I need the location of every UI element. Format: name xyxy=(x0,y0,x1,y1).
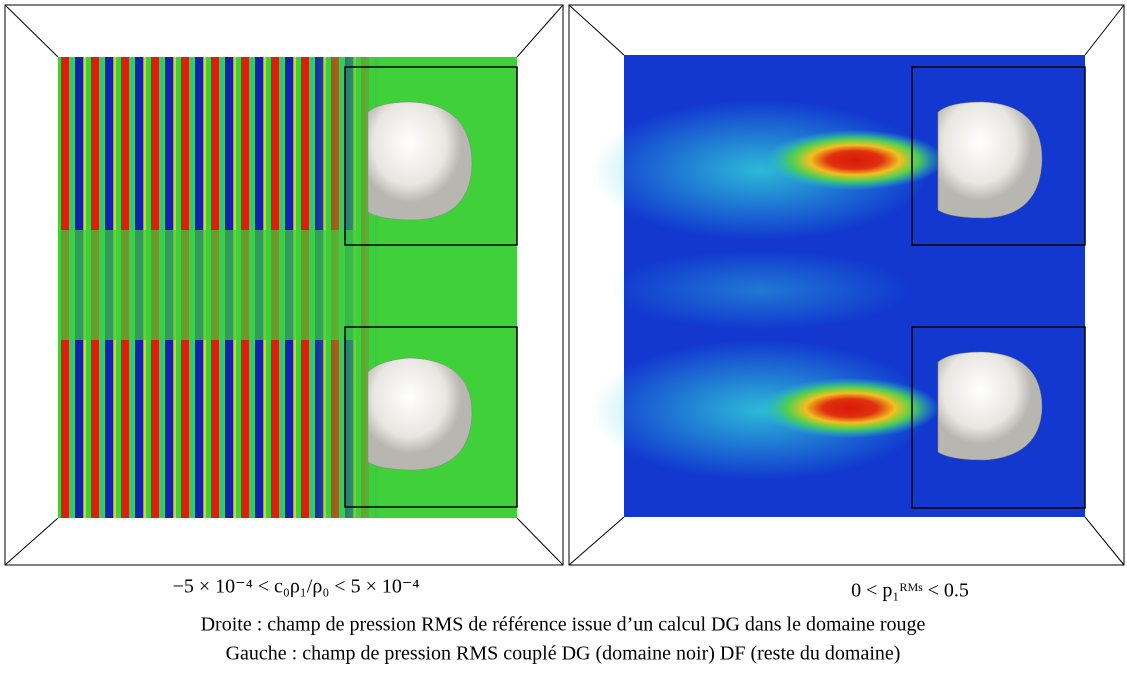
caption-line: Gauche : champ de pression RMS couplé DG… xyxy=(226,643,901,665)
left-panel xyxy=(4,4,564,566)
right-range-label: 0 < p₁ᴿᴹˢ < 0.5 xyxy=(851,580,969,602)
right-panel xyxy=(568,4,1125,566)
caption-line: Droite : champ de pression RMS de référe… xyxy=(201,614,926,636)
left-range-label: −5 × 10⁻⁴ < c₀ρ₁/ρ₀ < 5 × 10⁻⁴ xyxy=(173,576,420,598)
